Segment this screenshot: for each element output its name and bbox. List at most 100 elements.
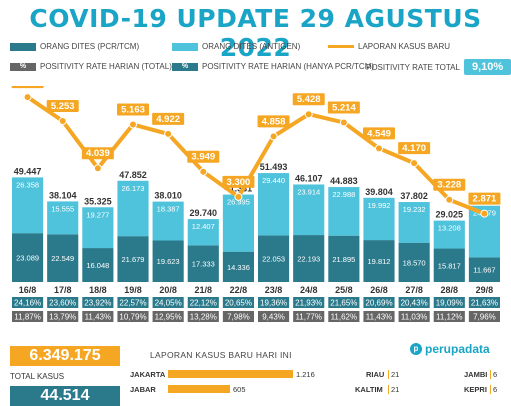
x-tick-label: 16/8 bbox=[19, 285, 37, 295]
legend-kasus-swatch bbox=[328, 45, 354, 48]
second-total-value: 44.514 bbox=[10, 386, 120, 406]
bar-antigen-label: 26.173 bbox=[122, 184, 145, 193]
positivity-pcr-cell bbox=[328, 297, 360, 308]
bar-total-label: 39.804 bbox=[365, 187, 393, 197]
bar-total-label: 44.883 bbox=[330, 176, 358, 186]
logo: p perupadata bbox=[410, 342, 490, 356]
bar-pcr bbox=[398, 242, 430, 282]
bar-total-label: 46.107 bbox=[295, 173, 323, 183]
positivity-total-label: POSITIVITY RATE TOTAL bbox=[366, 62, 460, 72]
line-label: 4.858 bbox=[262, 116, 286, 127]
positivity-pcr-cell bbox=[293, 297, 325, 308]
bar-pcr-label: 17.333 bbox=[192, 260, 215, 269]
positivity-pcr-cell bbox=[47, 297, 79, 308]
positivity-total-label: 12,95% bbox=[155, 313, 182, 322]
positivity-total-cell bbox=[117, 311, 149, 322]
bar-pcr-label: 16.048 bbox=[86, 261, 109, 270]
line-label-box bbox=[81, 147, 114, 160]
line-point bbox=[304, 110, 313, 119]
bar-pcr bbox=[293, 235, 325, 282]
bar-antigen-label: 26.995 bbox=[227, 198, 250, 207]
positivity-total-label: 7,98% bbox=[227, 313, 250, 322]
line-label: 5.163 bbox=[121, 105, 145, 116]
positivity-total-cell bbox=[328, 311, 360, 322]
positivity-pcr-label: 24,05% bbox=[155, 299, 182, 308]
province-jabar-name: JABAR bbox=[130, 385, 156, 394]
bar-pcr bbox=[258, 235, 290, 282]
line-kasus-baru bbox=[26, 95, 486, 216]
bar-pcr bbox=[187, 245, 219, 282]
line-point bbox=[23, 93, 32, 102]
x-tick-label: 25/8 bbox=[335, 285, 353, 295]
line-point bbox=[199, 167, 208, 176]
bar-antigen-label: 23.914 bbox=[297, 187, 320, 196]
positivity-total-label: 13,79% bbox=[49, 313, 76, 322]
positivity-pcr-label: 22,57% bbox=[119, 299, 146, 308]
positivity-total-cell bbox=[293, 311, 325, 322]
province-jabar-bar bbox=[168, 385, 230, 393]
line-label: 2.871 bbox=[473, 194, 497, 205]
bar-total-label: 41.331 bbox=[225, 184, 253, 194]
bar-pcr-label: 19.623 bbox=[157, 257, 180, 266]
laporan-title: LAPORAN KASUS BARU HARI INI bbox=[150, 350, 292, 360]
positivity-total-label: 11,12% bbox=[436, 313, 463, 322]
bar-pcr-label: 15.817 bbox=[438, 261, 461, 270]
line-label-box bbox=[46, 100, 79, 113]
positivity-pcr-label: 21,63% bbox=[471, 299, 498, 308]
positivity-total: POSITIVITY RATE TOTAL 9,10% bbox=[366, 59, 511, 75]
positivity-total-label: 11,43% bbox=[85, 313, 112, 322]
line-label-box bbox=[292, 93, 325, 106]
positivity-total-label: 10,79% bbox=[119, 313, 146, 322]
positivity-total-value: 9,10% bbox=[463, 59, 511, 75]
bar-antigen bbox=[293, 184, 325, 236]
line-label-box bbox=[327, 101, 360, 114]
bar-antigen bbox=[222, 194, 254, 252]
province-kepri-name: KEPRI bbox=[464, 385, 487, 394]
line-label: 3.300 bbox=[227, 177, 251, 188]
positivity-pcr-label: 19,36% bbox=[260, 299, 287, 308]
province-jabar-value: 605 bbox=[233, 385, 246, 394]
line-label: 5.253 bbox=[51, 101, 75, 112]
line-label-box bbox=[11, 86, 44, 89]
line-label: 3.949 bbox=[191, 152, 215, 163]
logo-text: perupadata bbox=[425, 342, 490, 356]
chart: 23.089 26.358 49.447 16/8 24,16% 11,87% 22.549… bbox=[11, 86, 501, 322]
positivity-pcr-label: 20,65% bbox=[225, 299, 252, 308]
province-jakarta-bar bbox=[168, 370, 293, 378]
positivity-pcr-label: 20,43% bbox=[401, 299, 428, 308]
bar-antigen bbox=[117, 180, 149, 237]
bar-pcr-label: 14.336 bbox=[227, 263, 250, 272]
province-jambi-name: JAMBI bbox=[464, 370, 488, 379]
province-jakarta-name: JAKARTA bbox=[130, 370, 166, 379]
bar-pcr bbox=[468, 257, 500, 282]
bar-pcr bbox=[117, 236, 149, 282]
bar-pcr-label: 21.679 bbox=[122, 255, 145, 264]
bar-total-label: 29.025 bbox=[436, 210, 464, 220]
line-label: 5.214 bbox=[332, 103, 356, 114]
positivity-pcr-cell bbox=[468, 297, 500, 308]
positivity-total-cell bbox=[468, 311, 500, 322]
positivity-pcr-cell bbox=[398, 297, 430, 308]
bar-pcr bbox=[47, 234, 79, 282]
bar-pcr-label: 22.549 bbox=[51, 254, 74, 263]
line-point bbox=[93, 164, 102, 173]
province-riau-name: RIAU bbox=[366, 370, 385, 379]
x-tick-label: 28/8 bbox=[441, 285, 459, 295]
positivity-pcr-label: 22,12% bbox=[190, 299, 217, 308]
bar-antigen bbox=[12, 177, 44, 234]
bar-antigen-label: 19.277 bbox=[86, 210, 109, 219]
line-label-box bbox=[117, 103, 149, 116]
positivity-total-cell bbox=[363, 311, 395, 322]
positivity-pcr-label: 24,16% bbox=[14, 299, 41, 308]
line-label: 5.869 bbox=[16, 86, 40, 88]
province-kaltim-name: KALTIM bbox=[355, 385, 383, 394]
legend-kasus: LAPORAN KASUS BARU bbox=[328, 42, 450, 51]
bar-pcr bbox=[222, 251, 254, 282]
legend-pcr: ORANG DITES (PCR/TCM) bbox=[10, 42, 139, 51]
positivity-total-cell bbox=[152, 311, 184, 322]
province-jakarta-value: 1.216 bbox=[296, 370, 315, 379]
bar-antigen-label: 18.387 bbox=[157, 205, 180, 214]
positivity-pcr-label: 23,92% bbox=[84, 299, 111, 308]
bar-antigen-label: 19.232 bbox=[403, 205, 426, 214]
positivity-pcr-cell bbox=[152, 297, 184, 308]
